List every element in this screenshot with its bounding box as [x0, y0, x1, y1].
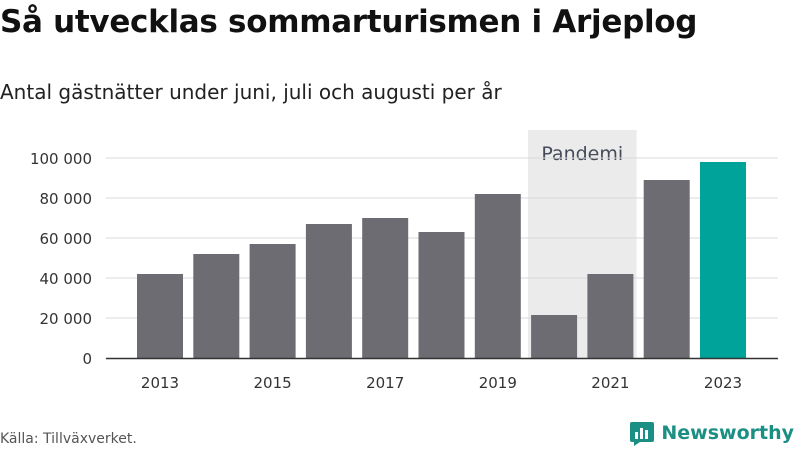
bar-chart: Pandemi 0 20 000 40 000 60 000 80 000 100 000… [30, 130, 778, 392]
y-tick-label: 0 [82, 350, 92, 368]
pandemic-label: Pandemi [541, 143, 623, 165]
x-tick-label: 2021 [591, 374, 629, 392]
x-tick-label: 2019 [479, 374, 517, 392]
newsworthy-logo[interactable]: Newsworthy [629, 420, 794, 446]
brand-name: Newsworthy [661, 422, 794, 444]
bar-2021 [587, 274, 634, 358]
chart-title: Så utvecklas sommarturismen i Arjeplog [0, 4, 698, 40]
bar-2023 [700, 162, 746, 358]
y-tick-label: 80 000 [40, 190, 93, 208]
bar-2019 [474, 194, 521, 358]
bar-2020 [531, 315, 578, 358]
source-note: Källa: Tillväxverket. [0, 431, 137, 447]
x-tick-label: 2017 [366, 374, 404, 392]
newsworthy-chart-icon [630, 422, 655, 446]
y-tick-label: 60 000 [40, 230, 93, 248]
x-tick-label: 2015 [254, 374, 292, 392]
bar-2022 [643, 180, 690, 358]
bar-2017 [362, 218, 409, 358]
bar-2018 [418, 232, 465, 358]
bar-2013 [137, 274, 183, 358]
bars [137, 162, 746, 358]
x-tick-label: 2013 [141, 374, 179, 392]
chart-subtitle: Antal gästnätter under juni, juli och au… [0, 80, 502, 104]
y-axis-labels: 0 20 000 40 000 60 000 80 000 100 000 [30, 150, 92, 368]
y-tick-label: 100 000 [30, 150, 92, 168]
y-tick-label: 20 000 [40, 310, 93, 328]
x-axis-labels: 2013 2015 2017 2019 2021 2023 [141, 374, 742, 392]
y-tick-label: 40 000 [40, 270, 93, 288]
bar-2014 [193, 254, 240, 358]
bar-2016 [305, 224, 352, 358]
bar-2015 [249, 244, 296, 358]
x-tick-label: 2023 [704, 374, 742, 392]
